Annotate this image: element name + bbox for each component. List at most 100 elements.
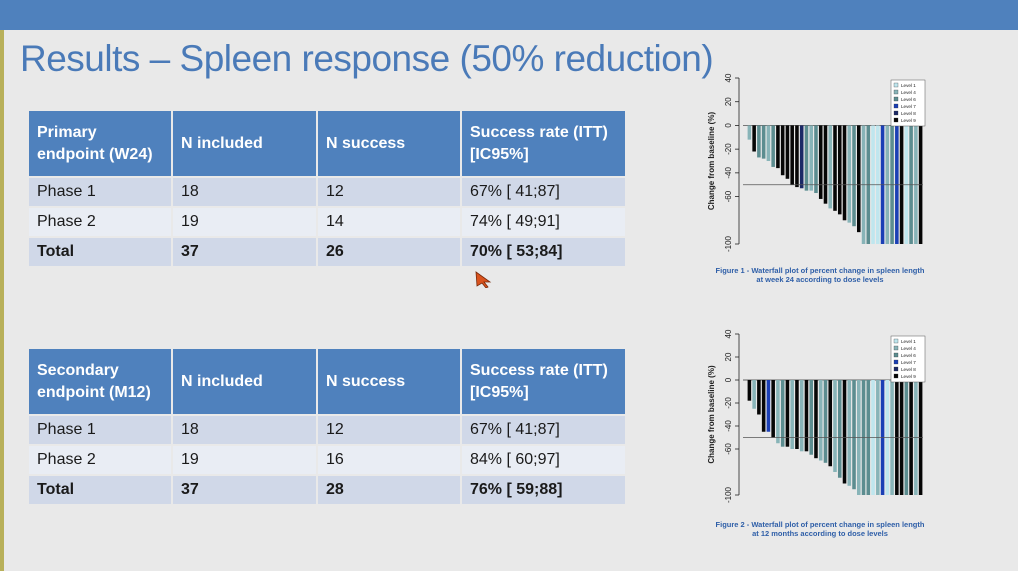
table-cell: 37	[172, 236, 318, 266]
chart-bar	[842, 380, 847, 484]
chart-bar	[804, 380, 809, 452]
chart-bar	[766, 125, 771, 161]
y-tick-label: -60	[724, 190, 733, 202]
waterfall-plot-week24: Change from baseline (%) 40 20 0 -20 -40 -60 -1…	[707, 73, 926, 252]
chart-bar	[799, 125, 804, 189]
table-cell: Total	[29, 236, 173, 266]
mouse-pointer-icon	[475, 271, 492, 288]
table-cell: 18	[172, 176, 318, 207]
waterfall-plot-month12: Change from baseline (%) 40 20 0 -20 -40 -60 -1…	[707, 329, 926, 503]
legend-label: Level 9	[901, 374, 916, 379]
table-cell: 28	[317, 474, 462, 504]
chart-bar	[766, 380, 771, 432]
chart-bar	[790, 125, 794, 185]
legend-label: Level 1	[901, 83, 916, 88]
table-cell: 12	[317, 176, 462, 207]
legend-label: Level 8	[901, 111, 916, 116]
caption-line: at week 24 according to dose levels	[756, 275, 884, 284]
y-tick-label: -40	[724, 420, 733, 432]
table-cell: Total	[29, 474, 173, 504]
slide-header-bar	[0, 0, 1018, 30]
chart-bar	[761, 380, 766, 432]
table-cell: 26	[317, 236, 462, 266]
table-cell: 19	[172, 206, 318, 237]
legend-swatch	[893, 338, 899, 344]
table-cell: 12	[317, 414, 462, 445]
chart-bar	[804, 125, 809, 191]
chart-bar	[847, 380, 852, 486]
table-header-cell: Primary endpoint (W24)	[29, 111, 173, 177]
chart-bar	[761, 125, 766, 159]
chart-bar	[823, 125, 828, 204]
y-tick-label: 40	[724, 73, 733, 82]
table-cell: 37	[172, 474, 318, 504]
legend-label: Level 9	[901, 118, 916, 123]
chart-bar	[747, 380, 752, 401]
table-cell: 16	[317, 444, 462, 475]
chart-bar	[795, 380, 799, 449]
chart-bar	[837, 380, 842, 478]
table-header-cell: N included	[172, 349, 318, 415]
table-header-cell: Success rate (ITT) [IC95%]	[461, 111, 625, 177]
table-cell: Phase 2	[29, 444, 173, 475]
chart-bar	[780, 125, 785, 176]
chart-bar	[847, 125, 852, 223]
chart-bar	[752, 380, 756, 409]
chart-bar	[747, 125, 752, 140]
legend-swatch	[893, 82, 899, 88]
chart-bar	[857, 125, 861, 233]
y-tick-label: 20	[724, 352, 733, 361]
table-cell: 19	[172, 444, 318, 475]
legend-label: Level 4	[901, 90, 916, 95]
chart-bar	[757, 125, 761, 158]
chart-bar	[809, 125, 813, 191]
secondary-endpoint-table: Secondary endpoint (M12) N included N su…	[29, 349, 625, 504]
legend-label: Level 8	[901, 367, 916, 372]
legend-label: Level 7	[901, 104, 916, 109]
y-tick-label: -40	[724, 167, 733, 179]
legend-swatch	[893, 345, 899, 351]
chart-bar	[818, 125, 823, 199]
legend-label: Level 6	[901, 97, 916, 102]
y-tick-label: -60	[724, 443, 733, 455]
y-tick-label: -20	[724, 397, 733, 409]
legend-swatch	[893, 359, 899, 365]
y-tick-label: 0	[724, 377, 733, 382]
legend-swatch	[893, 366, 899, 372]
legend-label: Level 4	[901, 346, 916, 351]
table-cell: 74% [ 49;91]	[461, 206, 625, 237]
y-axis-label: Change from baseline (%)	[707, 112, 716, 211]
chart-bar	[752, 125, 756, 152]
legend-swatch	[893, 103, 899, 109]
table-cell: 14	[317, 206, 462, 237]
primary-endpoint-table: Primary endpoint (W24) N included N succ…	[29, 111, 625, 266]
chart-bar	[842, 125, 847, 221]
table-header-cell: N success	[317, 111, 462, 177]
chart-bar	[776, 125, 780, 169]
table-cell: Phase 2	[29, 206, 173, 237]
chart-bar	[828, 380, 833, 467]
chart-bar	[757, 380, 761, 415]
table-cell: 76% [ 59;88]	[461, 474, 625, 504]
legend-swatch	[893, 96, 899, 102]
chart-bar	[837, 125, 842, 215]
legend-swatch	[893, 352, 899, 358]
table-cell: Phase 1	[29, 414, 173, 445]
figure-1-caption: Figure 1 - Waterfall plot of percent cha…	[695, 266, 945, 284]
table-cell: 67% [ 41;87]	[461, 176, 625, 207]
caption-line: Figure 1 - Waterfall plot of percent cha…	[715, 266, 925, 275]
chart-bar	[780, 380, 785, 447]
chart-bar	[833, 125, 837, 211]
y-tick-label: -100	[724, 486, 733, 503]
chart-bar	[795, 125, 799, 188]
legend-swatch	[893, 110, 899, 116]
table-header-cell: Secondary endpoint (M12)	[29, 349, 173, 415]
chart-bar	[785, 125, 790, 179]
legend-label: Level 1	[901, 339, 916, 344]
table-cell: 18	[172, 414, 318, 445]
table-row-total: Total 37 26 70% [ 53;84]	[29, 236, 625, 266]
y-tick-label: 20	[724, 97, 733, 106]
table-cell: 70% [ 53;84]	[461, 236, 625, 266]
table-row: Phase 1 18 12 67% [ 41;87]	[29, 414, 625, 445]
caption-line: Figure 2 - Waterfall plot of percent cha…	[715, 520, 925, 529]
